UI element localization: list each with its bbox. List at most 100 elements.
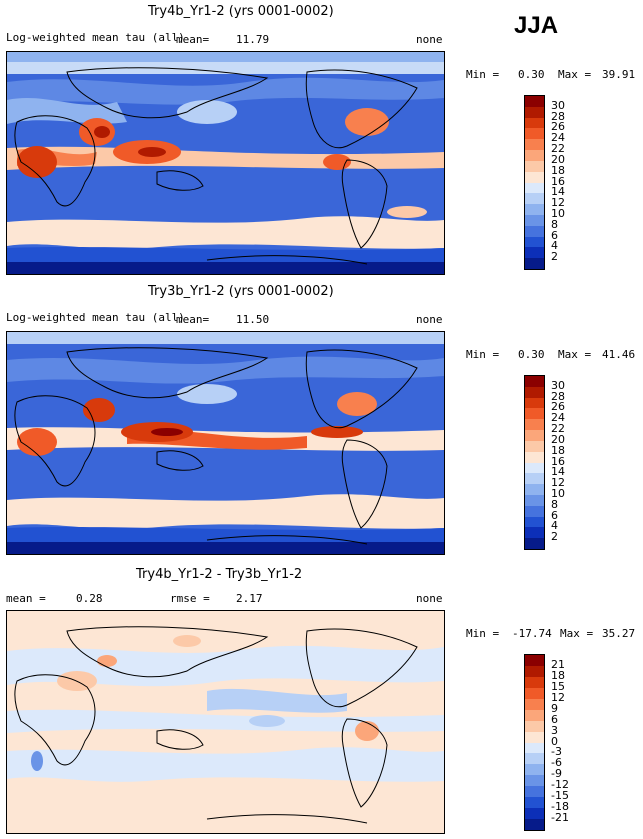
colorbar-tick-label: 9: [551, 701, 558, 715]
colorbar-segment: [525, 687, 544, 699]
panel-1-title: Try4b_Yr1-2 (yrs 0001-0002): [148, 4, 334, 19]
colorbar-segment: [525, 214, 544, 226]
colorbar-segment: [525, 106, 544, 118]
panel-1-max-value: 39.91: [602, 68, 636, 81]
colorbar-segment: [525, 247, 544, 259]
colorbar-tick-label: 12: [551, 196, 565, 210]
panel-1-min-label: Min =: [466, 68, 500, 81]
colorbar-segment: [525, 139, 544, 151]
colorbar-tick-label: 18: [551, 163, 565, 177]
panel-3-max-label: Max =: [560, 627, 594, 640]
panel-1-variable: Log-weighted mean tau (all): [6, 31, 185, 44]
colorbar-tick-label: 6: [551, 508, 558, 522]
colorbar-tick-label: 3: [551, 723, 558, 737]
panel-2-map: [6, 331, 445, 555]
colorbar-segment: [525, 258, 544, 269]
colorbar-segment: [525, 775, 544, 787]
panel-3-min-label: Min =: [466, 627, 500, 640]
colorbar-tick-label: 18: [551, 443, 565, 457]
colorbar-segment: [525, 709, 544, 721]
colorbar-tick-label: 26: [551, 400, 565, 414]
colorbar-segment: [525, 376, 544, 387]
colorbar-segment: [525, 786, 544, 798]
panel-3-rmse-value: 2.17: [236, 592, 263, 605]
colorbar-tick-label: 6: [551, 228, 558, 242]
colorbar-segment: [525, 225, 544, 237]
colorbar-segment: [525, 440, 544, 452]
colorbar-tick-label: -15: [551, 789, 569, 803]
panel-2-max-label: Max =: [558, 348, 592, 361]
panel-3-map: [6, 610, 445, 834]
colorbar-segment: [525, 128, 544, 140]
colorbar-tick-label: 16: [551, 174, 565, 188]
colorbar-segment: [525, 698, 544, 710]
colorbar-segment: [525, 676, 544, 688]
colorbar-segment: [525, 171, 544, 183]
panel-2-min-label: Min =: [466, 348, 500, 361]
colorbar-segment: [525, 494, 544, 506]
panel-1-right-label: none: [416, 33, 443, 46]
colorbar-segment: [525, 753, 544, 765]
season-label: JJA: [514, 12, 559, 39]
colorbar-segment: [525, 808, 544, 820]
colorbar-tick-label: 14: [551, 185, 565, 199]
colorbar-segment: [525, 386, 544, 398]
colorbar-tick-label: 30: [551, 378, 565, 392]
colorbar-tick-label: 16: [551, 454, 565, 468]
panel-3-mean-value: 0.28: [76, 592, 103, 605]
colorbar-segment: [525, 538, 544, 549]
colorbar-segment: [525, 160, 544, 172]
panel-3-map-field: [7, 611, 444, 833]
colorbar-segment: [525, 150, 544, 161]
colorbar-tick-label: 30: [551, 98, 565, 112]
colorbar-segment: [525, 419, 544, 431]
panel-1-colorbar: [524, 95, 545, 270]
panel-1-map: [6, 51, 445, 275]
colorbar-segment: [525, 397, 544, 409]
colorbar-tick-label: 12: [551, 476, 565, 490]
colorbar-segment: [525, 473, 544, 485]
colorbar-segment: [525, 462, 544, 474]
colorbar-tick-label: 24: [551, 131, 565, 145]
colorbar-tick-label: 22: [551, 142, 565, 156]
colorbar-segment: [525, 720, 544, 732]
colorbar-segment: [525, 527, 544, 539]
colorbar-segment: [525, 236, 544, 248]
panel-1-mean-label: mean=: [176, 33, 210, 46]
panel-2-map-field: [7, 332, 444, 554]
panel-1-map-field: [7, 52, 444, 274]
colorbar-tick-label: -3: [551, 745, 562, 759]
colorbar-tick-label: 10: [551, 206, 565, 220]
colorbar-segment: [525, 204, 544, 215]
colorbar-segment: [525, 742, 544, 754]
colorbar-segment: [525, 96, 544, 107]
colorbar-tick-label: 14: [551, 465, 565, 479]
colorbar-segment: [525, 117, 544, 129]
colorbar-segment: [525, 408, 544, 420]
colorbar-segment: [525, 193, 544, 205]
panel-3-max-value: 35.27: [602, 627, 636, 640]
colorbar-segment: [525, 797, 544, 809]
colorbar-segment: [525, 484, 544, 495]
colorbar-segment: [525, 819, 544, 830]
panel-3-colorbar: [524, 654, 545, 831]
colorbar-segment: [525, 182, 544, 194]
panel-2-mean-value: 11.50: [236, 313, 270, 326]
panel-3-mean-label: mean =: [6, 592, 46, 605]
colorbar-tick-label: 20: [551, 432, 565, 446]
panel-3-rmse-label: rmse =: [170, 592, 210, 605]
panel-2-title: Try3b_Yr1-2 (yrs 0001-0002): [148, 284, 334, 299]
colorbar-tick-label: 12: [551, 690, 565, 704]
panel-3-title: Try4b_Yr1-2 - Try3b_Yr1-2: [136, 567, 303, 582]
colorbar-tick-label: 6: [551, 712, 558, 726]
colorbar-tick-label: 8: [551, 497, 558, 511]
colorbar-segment: [525, 764, 544, 776]
colorbar-segment: [525, 665, 544, 677]
panel-3-min-value: -17.74: [512, 627, 552, 640]
colorbar-tick-label: 28: [551, 389, 565, 403]
panel-2-colorbar: [524, 375, 545, 550]
colorbar-tick-label: 20: [551, 152, 565, 166]
colorbar-tick-label: 24: [551, 411, 565, 425]
colorbar-tick-label: 2: [551, 530, 558, 544]
panel-2-max-value: 41.46: [602, 348, 636, 361]
